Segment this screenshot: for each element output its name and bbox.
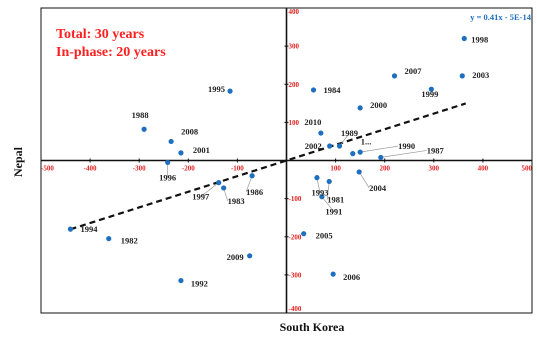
leader-line <box>360 145 399 153</box>
point-label: 2008 <box>181 126 198 136</box>
x-tick-label: 500 <box>522 165 533 173</box>
data-point <box>221 185 227 191</box>
point-label: 2002 <box>305 141 322 151</box>
data-point <box>310 87 317 93</box>
x-tick-label: -100 <box>231 165 244 173</box>
data-point <box>318 130 324 136</box>
data-point <box>428 86 434 92</box>
data-point <box>350 151 356 157</box>
leader-line <box>200 182 219 197</box>
point-label: 1... <box>361 137 372 147</box>
point-label: 1983 <box>228 196 245 206</box>
point-label: 1998 <box>471 35 488 45</box>
data-point <box>461 35 467 42</box>
tick-labels: -500 -400 -300 -200 -100 100 200 300 400 500 -400 -… <box>40 7 533 314</box>
point-label: 2007 <box>405 66 423 76</box>
point-label: 1987 <box>427 145 445 155</box>
data-point <box>391 73 398 79</box>
data-point <box>249 173 255 179</box>
data-point <box>326 178 332 185</box>
data-point <box>178 277 184 284</box>
leader-line <box>339 132 350 147</box>
x-tick-label: 200 <box>379 165 390 173</box>
y-tick-label: 100 <box>289 119 300 127</box>
data-point <box>357 149 363 155</box>
data-point <box>178 150 184 156</box>
y-tick-label: 300 <box>289 43 300 51</box>
data-point <box>330 271 336 277</box>
point-label: 2004 <box>369 183 387 193</box>
point-label: 1993 <box>311 188 328 198</box>
x-tick-label: 400 <box>478 165 489 173</box>
data-point <box>216 180 222 186</box>
annotation-in-phase: In-phase: 20 years <box>56 45 166 60</box>
leader-line <box>380 150 427 158</box>
leader-line <box>326 181 330 200</box>
data-point <box>319 194 325 200</box>
point-labels: 1998 2003 2007 1999 1984 1995 2000 1988 2008 2010… <box>80 35 489 289</box>
data-point <box>168 138 174 145</box>
point-label: 1989 <box>341 128 358 138</box>
point-label: 2003 <box>472 70 489 80</box>
y-tick-label: 400 <box>289 8 300 16</box>
data-point <box>314 175 320 181</box>
point-label: 2000 <box>370 100 387 110</box>
annotation-total: Total: 30 years <box>56 27 145 42</box>
point-label: 2006 <box>343 272 360 282</box>
y-tick-label: -100 <box>289 195 302 203</box>
data-point <box>227 88 233 94</box>
leader-line <box>358 171 370 189</box>
point-label: 2005 <box>316 231 333 241</box>
data-point <box>301 231 307 237</box>
data-points <box>67 35 467 284</box>
data-point <box>357 105 363 111</box>
point-label: 1982 <box>121 236 138 246</box>
point-label: 1986 <box>246 187 263 197</box>
y-tick-label: -300 <box>289 271 302 279</box>
point-label: 1990 <box>398 141 415 151</box>
data-point <box>247 253 253 259</box>
point-label: 1981 <box>327 194 344 204</box>
point-label: 1996 <box>159 172 176 182</box>
trendline <box>70 102 467 231</box>
data-point <box>165 159 171 166</box>
y-tick-label: 200 <box>289 81 300 89</box>
data-point <box>106 236 112 242</box>
point-label: 1992 <box>191 279 208 289</box>
data-point <box>67 226 74 232</box>
point-label: 2009 <box>227 252 244 262</box>
data-point <box>459 73 465 79</box>
point-label: 2001 <box>193 145 210 155</box>
x-tick-label: -400 <box>84 165 97 173</box>
x-tick-label: -500 <box>41 165 54 173</box>
data-point <box>327 143 333 149</box>
data-point <box>378 154 384 161</box>
point-label: 1995 <box>208 84 225 94</box>
y-tick-label: -200 <box>289 233 302 241</box>
x-tick-label: -200 <box>182 165 195 173</box>
y-tick-label: -400 <box>289 305 302 313</box>
data-point <box>356 169 362 175</box>
x-tick-label: 300 <box>429 165 440 173</box>
point-label: 1999 <box>421 89 438 99</box>
leader-line <box>245 175 253 192</box>
trendline-line <box>70 102 467 231</box>
point-label: 1997 <box>192 192 210 202</box>
point-label: 1984 <box>324 85 342 95</box>
data-point <box>141 126 147 132</box>
point-label: 1994 <box>80 224 98 234</box>
x-axis-label: South Korea <box>280 320 345 334</box>
y-axis-label: Nepal <box>11 146 25 177</box>
point-label: 1988 <box>132 110 149 120</box>
trendline-equation: y = 0.41x - 5E-14 <box>470 12 532 22</box>
point-label: 2010 <box>304 117 321 127</box>
x-tick-label: -300 <box>133 165 146 173</box>
x-tick-label: 100 <box>330 165 341 173</box>
leader-line <box>321 196 335 212</box>
data-point <box>336 143 343 149</box>
point-label: 1991 <box>325 207 342 217</box>
